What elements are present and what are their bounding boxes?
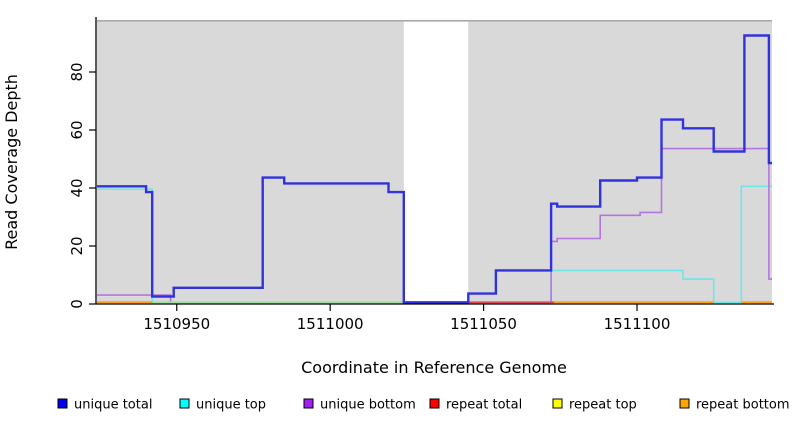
x-tick-label: 1511100	[604, 315, 671, 333]
x-tick-label: 1510950	[143, 315, 210, 333]
legend-label: unique bottom	[320, 398, 416, 413]
series-layer	[97, 34, 772, 304]
legend-item-unique-bottom: unique bottom	[303, 398, 416, 413]
legend-swatch	[303, 398, 314, 409]
y-tick-label: 40	[68, 178, 86, 197]
axes-layer	[95, 17, 774, 305]
shaded-region	[468, 20, 772, 303]
legend-label: unique top	[196, 398, 266, 413]
legend-swatch	[57, 398, 68, 409]
legend: unique total unique top unique bottom repea…	[57, 398, 790, 413]
y-tick-label: 80	[68, 62, 86, 81]
legend-swatch	[179, 398, 190, 409]
y-axis-title: Read Coverage Depth	[2, 74, 21, 250]
shaded-region	[97, 20, 404, 303]
tick-layer: 1510950 1511000 1511050 1511100 0 20 40 60 80	[68, 62, 670, 333]
legend-swatch	[679, 398, 690, 409]
legend-label: repeat bottom	[696, 398, 790, 413]
legend-label: repeat total	[446, 398, 522, 413]
y-tick-label: 0	[68, 299, 86, 309]
legend-item-repeat-total: repeat total	[429, 398, 522, 413]
legend-item-repeat-bottom: repeat bottom	[679, 398, 790, 413]
x-tick-label: 1511000	[297, 315, 364, 333]
y-tick-label: 20	[68, 236, 86, 255]
series-line-unique-total	[97, 34, 772, 304]
x-axis-title: Coordinate in Reference Genome	[301, 358, 567, 377]
shading-layer	[97, 19, 772, 303]
legend-item-unique-total: unique total	[57, 398, 152, 413]
legend-item-unique-top: unique top	[179, 398, 266, 413]
legend-label: unique total	[74, 398, 152, 413]
y-tick-label: 60	[68, 120, 86, 139]
legend-item-repeat-top: repeat top	[552, 398, 637, 413]
legend-swatch	[429, 398, 440, 409]
legend-label: repeat top	[569, 398, 637, 413]
x-tick-label: 1511050	[450, 315, 517, 333]
legend-swatch	[552, 398, 563, 409]
